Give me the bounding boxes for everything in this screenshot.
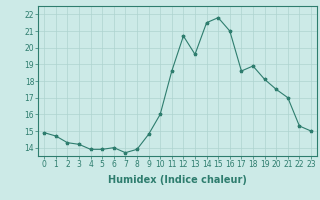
X-axis label: Humidex (Indice chaleur): Humidex (Indice chaleur) <box>108 175 247 185</box>
